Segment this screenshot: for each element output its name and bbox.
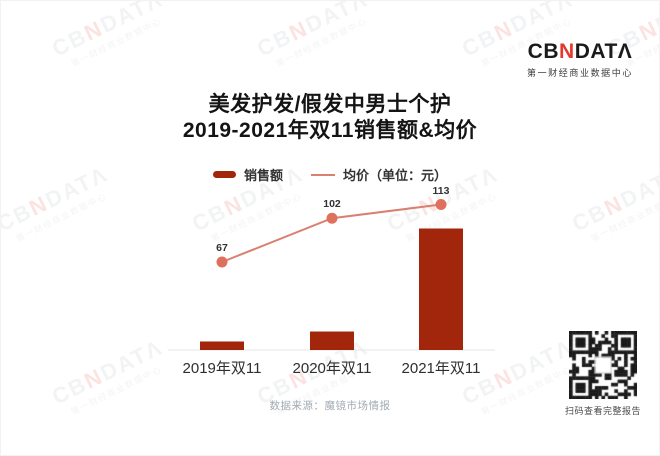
brand-logo: CBNDATΛ 第一财经商业数据中心 xyxy=(527,41,633,79)
qr-code xyxy=(569,331,637,399)
legend-label-price: 均价（单位：元） xyxy=(343,168,448,183)
qr-caption: 扫码查看完整报告 xyxy=(564,406,641,416)
sales-bar-1 xyxy=(200,341,244,350)
qr-block: 扫码查看完整报告 xyxy=(565,331,641,417)
avg-price-point-2 xyxy=(326,212,338,224)
avg-price-point-1 xyxy=(216,256,228,268)
sales-bar-2 xyxy=(310,331,354,350)
legend-item-price: 均价（单位：元） xyxy=(311,165,447,184)
brand-logo-subtitle: 第一财经商业数据中心 xyxy=(526,68,633,78)
data-source-note: 数据来源：魔镜市场情报 xyxy=(269,400,391,412)
avg-price-point-3 xyxy=(435,199,447,210)
logo-suffix: DATΛ xyxy=(574,40,633,63)
legend-item-sales: 销售额 xyxy=(212,165,283,184)
brand-logo-text: CBNDATΛ xyxy=(527,41,633,62)
chart-legend: 销售额 均价（单位：元） xyxy=(1,165,659,184)
legend-label-sales: 销售额 xyxy=(243,168,283,183)
legend-bar-swatch-icon xyxy=(212,171,236,178)
legend-line-swatch-icon xyxy=(311,173,335,176)
sales-bar-3 xyxy=(419,228,463,350)
chart-title: 美发护发/假发中男士个护 2019-2021年双11销售额&均价 xyxy=(1,92,659,144)
chart-title-line-2: 2019-2021年双11销售额&均价 xyxy=(182,119,478,142)
logo-accent-letter: N xyxy=(559,40,575,63)
chart-title-line-1: 美发护发/假发中男士个护 xyxy=(208,93,452,116)
logo-prefix: CB xyxy=(527,40,560,63)
